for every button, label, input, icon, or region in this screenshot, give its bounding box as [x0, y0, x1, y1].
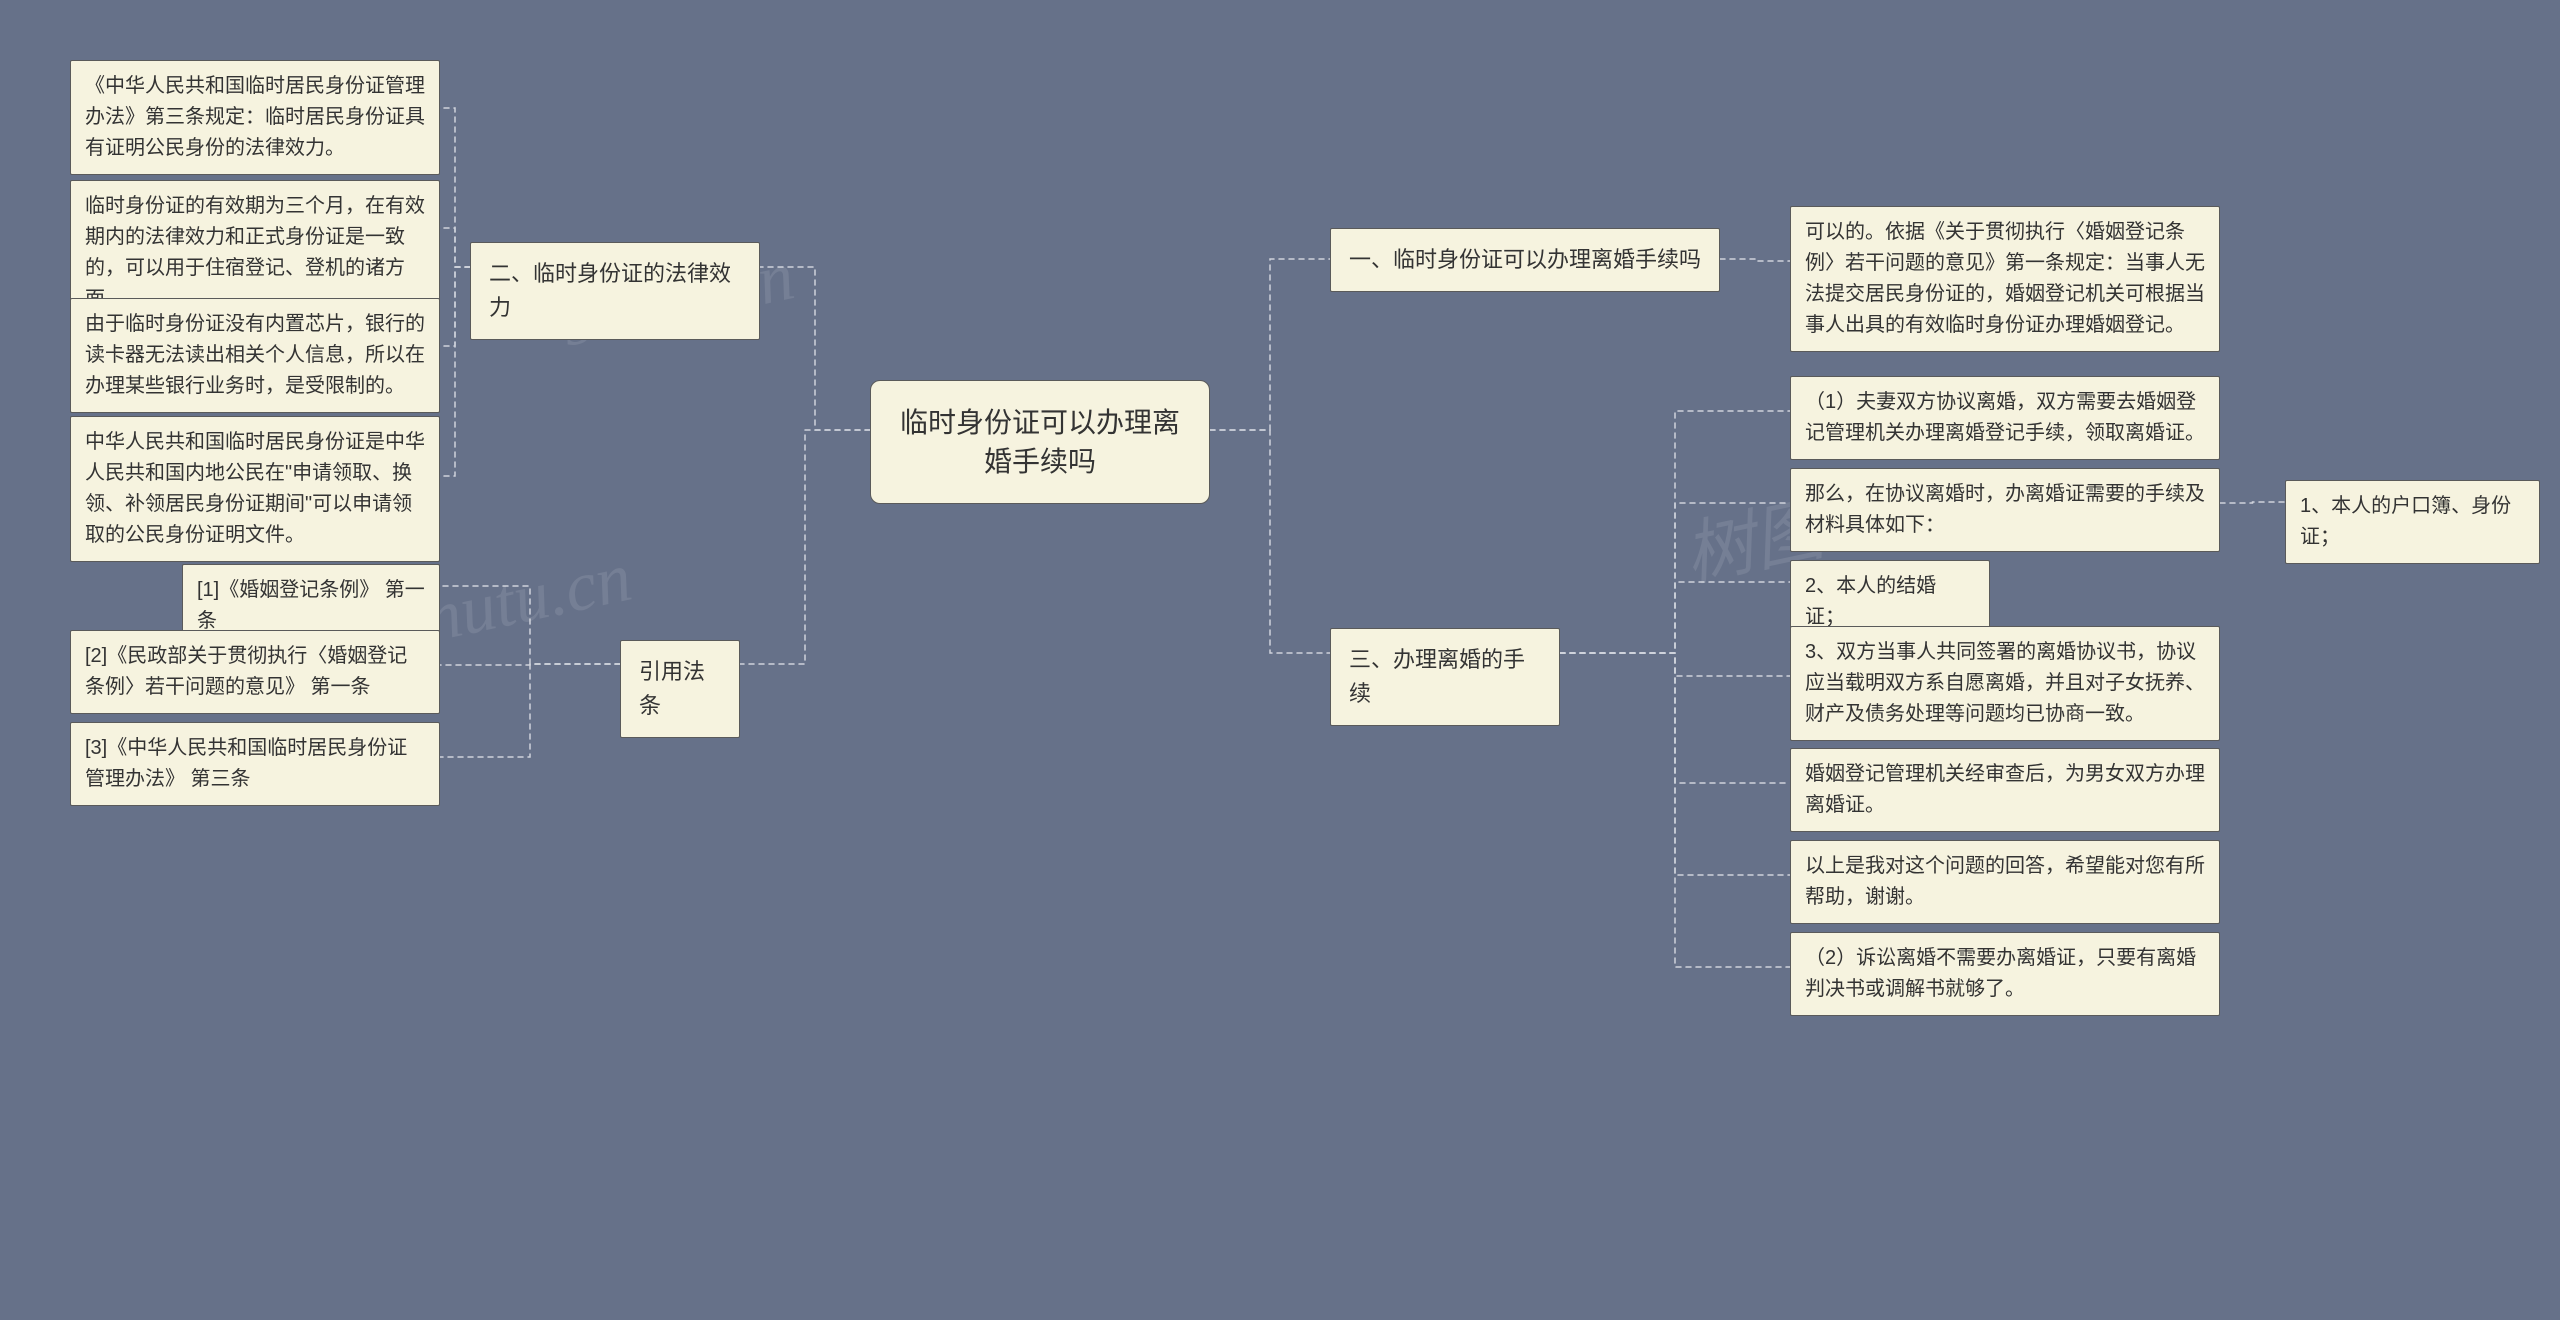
branch-l2[interactable]: 二、临时身份证的法律效力 [470, 242, 760, 340]
leaf-r3c2[interactable]: 那么，在协议离婚时，办离婚证需要的手续及材料具体如下： [1790, 468, 2220, 552]
leaf-r3c1[interactable]: （1）夫妻双方协议离婚，双方需要去婚姻登记管理机关办理离婚登记手续，领取离婚证。 [1790, 376, 2220, 460]
branch-r3[interactable]: 三、办理离婚的手续 [1330, 628, 1560, 726]
leaf-r1c1[interactable]: 可以的。依据《关于贯彻执行〈婚姻登记条例〉若干问题的意见》第一条规定：当事人无法… [1790, 206, 2220, 352]
root-node[interactable]: 临时身份证可以办理离婚手续吗 [870, 380, 1210, 504]
leaf-r3c2a[interactable]: 1、本人的户口簿、身份证； [2285, 480, 2540, 564]
leaf-r3c7[interactable]: （2）诉讼离婚不需要办离婚证，只要有离婚判决书或调解书就够了。 [1790, 932, 2220, 1016]
leaf-r3c4[interactable]: 3、双方当事人共同签署的离婚协议书，协议应当载明双方系自愿离婚，并且对子女抚养、… [1790, 626, 2220, 741]
branch-lref[interactable]: 引用法条 [620, 640, 740, 738]
leaf-l2c4[interactable]: 中华人民共和国临时居民身份证是中华人民共和国内地公民在"申请领取、换领、补领居民… [70, 416, 440, 562]
leaf-lrefc2[interactable]: [2]《民政部关于贯彻执行〈婚姻登记条例〉若干问题的意见》 第一条 [70, 630, 440, 714]
leaf-r3c6[interactable]: 以上是我对这个问题的回答，希望能对您有所帮助，谢谢。 [1790, 840, 2220, 924]
leaf-l2c1[interactable]: 《中华人民共和国临时居民身份证管理办法》第三条规定：临时居民身份证具有证明公民身… [70, 60, 440, 175]
leaf-lrefc3[interactable]: [3]《中华人民共和国临时居民身份证管理办法》 第三条 [70, 722, 440, 806]
leaf-l2c3[interactable]: 由于临时身份证没有内置芯片，银行的读卡器无法读出相关个人信息，所以在办理某些银行… [70, 298, 440, 413]
branch-r1[interactable]: 一、临时身份证可以办理离婚手续吗 [1330, 228, 1720, 292]
leaf-r3c5[interactable]: 婚姻登记管理机关经审查后，为男女双方办理离婚证。 [1790, 748, 2220, 832]
mindmap-canvas: shutu.cn 树图 shutu.cn 树图 shutu.cn 临时身份证可以… [0, 0, 2560, 1320]
